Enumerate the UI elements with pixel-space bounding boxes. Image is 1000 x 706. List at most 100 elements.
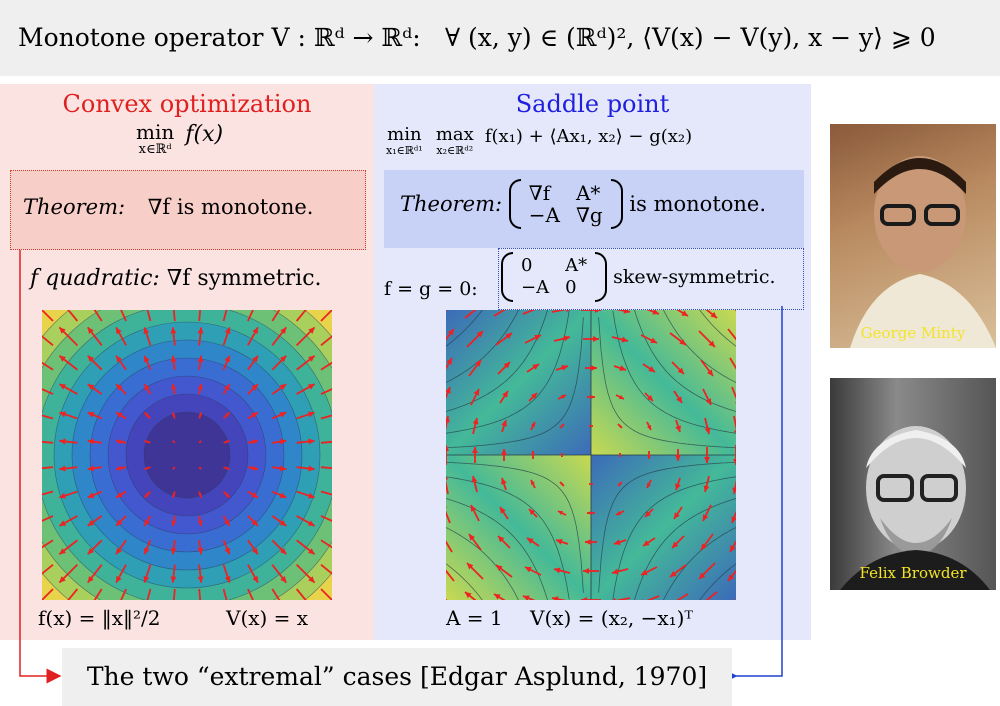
field-arrow	[120, 588, 127, 600]
field-arrow	[271, 490, 287, 499]
field-arrow	[524, 334, 542, 344]
field-arrow	[446, 506, 451, 524]
field-arrow	[42, 440, 54, 444]
field-arrow	[644, 508, 654, 518]
field-arrow	[146, 310, 152, 322]
field-arrow	[501, 477, 507, 491]
field-arrow	[675, 477, 681, 491]
quadrant-shade	[591, 455, 736, 600]
field-arrow	[171, 515, 177, 527]
field-arrow	[611, 336, 629, 343]
field-arrow	[320, 466, 332, 470]
field-arrow	[320, 388, 332, 395]
field-arrow	[271, 564, 287, 584]
saddle-max-sub: x₂∈ℝᵈ²	[436, 144, 474, 157]
field-arrow	[551, 310, 570, 313]
field-arrow	[522, 310, 540, 315]
field-arrow	[143, 327, 152, 346]
field-arrow	[705, 591, 718, 600]
field-arrow	[731, 386, 736, 404]
field-arrow	[612, 597, 631, 600]
field-arrow	[115, 411, 127, 420]
field-arrow	[198, 412, 203, 419]
field-arrow	[501, 449, 507, 461]
field-arrow	[530, 479, 536, 489]
saddle-max: max	[435, 124, 474, 145]
matrix-cell: ∇f	[528, 181, 551, 205]
field-arrow	[640, 334, 658, 344]
field-arrow	[87, 515, 103, 527]
level-curve	[598, 461, 736, 593]
field-arrow	[468, 359, 482, 377]
field-arrow	[470, 504, 480, 522]
field-arrow	[87, 411, 103, 420]
field-arrow	[222, 411, 231, 420]
field-arrow	[170, 327, 177, 346]
field-arrow	[58, 539, 78, 555]
field-arrow	[581, 597, 601, 600]
skew-box: 0 A* −A 0 skew-symmetric.	[498, 248, 804, 310]
field-arrow	[247, 326, 259, 346]
field-arrow	[115, 564, 127, 584]
field-arrow	[731, 510, 736, 524]
field-arrow	[295, 588, 307, 600]
field-arrow	[222, 355, 231, 371]
field-arrow	[197, 327, 204, 346]
field-arrow	[551, 596, 567, 600]
field-arrow	[115, 355, 127, 371]
footer-box: The two “extremal” cases [Edgar Asplund,…	[62, 648, 732, 706]
field-arrow	[67, 310, 79, 322]
field-arrow	[87, 465, 102, 472]
quadrant-shade	[591, 310, 736, 455]
field-arrow	[115, 539, 127, 555]
level-curve	[699, 310, 736, 347]
level-curve	[446, 310, 548, 412]
field-arrow	[115, 326, 127, 346]
field-arrow	[296, 383, 316, 395]
field-arrow	[619, 453, 621, 457]
browder-photo: Felix Browder	[830, 378, 996, 590]
field-arrow	[172, 310, 176, 322]
skew-text: skew-symmetric.	[613, 266, 776, 288]
field-arrow	[222, 515, 231, 527]
field-arrow	[58, 355, 78, 371]
field-arrow	[87, 490, 103, 499]
fg-text: f = g = 0:	[384, 278, 478, 300]
field-arrow	[42, 490, 54, 496]
field-arrow	[466, 330, 484, 348]
field-arrow	[143, 539, 152, 555]
saddle-min-sub: x₁∈ℝᵈ¹	[386, 144, 423, 157]
field-arrow	[172, 440, 176, 444]
field-arrow	[222, 310, 228, 322]
level-curve	[446, 461, 584, 593]
field-arrow	[493, 593, 506, 600]
level-curve	[446, 310, 519, 383]
field-arrow	[557, 394, 567, 400]
red-connector	[19, 250, 62, 684]
field-arrow	[587, 395, 595, 399]
field-arrow	[320, 539, 332, 549]
field-arrow	[87, 326, 103, 346]
field-arrow	[115, 439, 127, 445]
convex-panel: Convex optimization min x∈ℝᵈ f(x) Theore…	[0, 84, 374, 640]
field-arrow	[296, 490, 315, 499]
field-arrow	[223, 439, 230, 444]
field-arrow	[247, 310, 254, 322]
field-arrow	[198, 440, 202, 444]
field-arrow	[143, 383, 152, 395]
field-arrow	[642, 537, 656, 547]
field-arrow	[646, 479, 652, 489]
level-curve	[446, 563, 483, 600]
matrix-cell: −A	[521, 277, 550, 298]
level-curve	[612, 310, 736, 434]
field-arrow	[320, 310, 332, 322]
level-curve	[446, 527, 519, 600]
field-arrow	[646, 421, 652, 431]
field-arrow	[466, 562, 484, 580]
field-arrow	[526, 363, 540, 373]
field-arrow	[531, 451, 535, 459]
convex-title: Convex optimization	[62, 90, 312, 118]
field-arrow	[647, 451, 651, 459]
field-arrow	[583, 336, 599, 342]
